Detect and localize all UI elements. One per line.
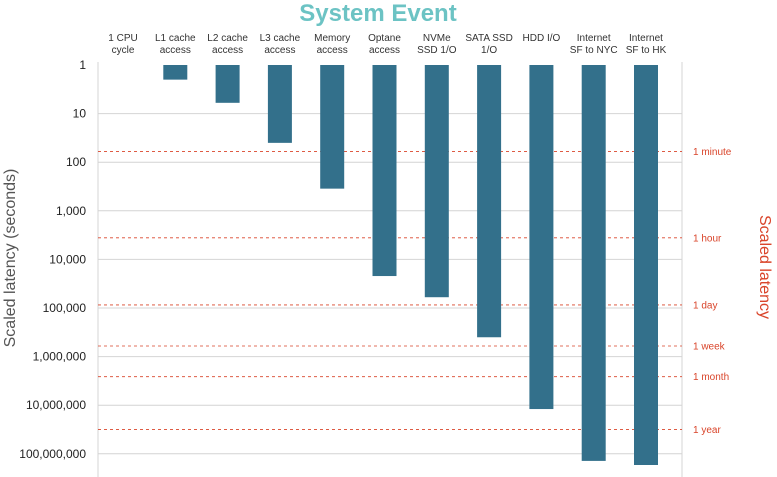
y-tick-label: 10,000,000	[26, 398, 86, 412]
category-label: SATA SSD	[465, 33, 512, 44]
chart-title: System Event	[299, 0, 456, 27]
gridlines	[97, 62, 683, 477]
category-label: access	[212, 45, 243, 56]
bar	[215, 65, 240, 103]
category-label: Internet	[629, 33, 663, 44]
category-label: HDD I/O	[523, 33, 561, 44]
bar	[267, 65, 292, 143]
reference-label: 1 month	[693, 372, 729, 383]
y-tick-label: 10,000	[49, 252, 86, 266]
category-label: SF to HK	[626, 45, 667, 56]
category-label: access	[264, 45, 295, 56]
bar	[163, 65, 188, 80]
category-label: SSD 1/O	[417, 45, 457, 56]
category-label: L1 cache	[155, 33, 196, 44]
reference-label: 1 day	[693, 300, 717, 311]
category-label: 1/O	[481, 45, 497, 56]
reference-label: 1 hour	[693, 233, 722, 244]
reference-label: 1 minute	[693, 147, 732, 158]
bar	[372, 65, 397, 277]
y-tick-label: 1,000	[56, 204, 86, 218]
category-label: Memory	[314, 33, 350, 44]
bar	[529, 65, 554, 410]
y-tick-label: 1,000,000	[33, 350, 87, 364]
reference-label: 1 year	[693, 425, 721, 436]
category-label: Internet	[577, 33, 611, 44]
category-label: L2 cache	[207, 33, 248, 44]
category-label: NVMe	[423, 33, 451, 44]
category-label: Optane	[368, 33, 401, 44]
category-label: 1 CPU	[108, 33, 137, 44]
category-label: L3 cache	[260, 33, 301, 44]
category-label: access	[160, 45, 191, 56]
y-tick-label: 100,000,000	[19, 447, 86, 461]
category-label: SF to NYC	[570, 45, 618, 56]
bar	[320, 65, 345, 189]
y-axis-label: Scaled latency (seconds)	[2, 169, 19, 348]
category-label: access	[369, 45, 400, 56]
reference-label: 1 week	[693, 341, 726, 352]
bars	[163, 65, 658, 465]
y-tick-label: 100	[66, 155, 86, 169]
y-tick-label: 1	[79, 58, 86, 72]
y-tick-labels: 1 10 100 1,000 10,000 100,000 1,000,000 10,000,…	[19, 58, 86, 461]
bar	[424, 65, 449, 298]
y-tick-label: 10	[73, 107, 87, 121]
bar	[634, 65, 658, 465]
category-label: cycle	[112, 45, 135, 56]
y-tick-label: 100,000	[43, 301, 87, 315]
secondary-axis-label: Scaled latency	[756, 215, 773, 319]
bar	[477, 65, 502, 338]
bar	[581, 65, 606, 461]
category-label: access	[317, 45, 348, 56]
